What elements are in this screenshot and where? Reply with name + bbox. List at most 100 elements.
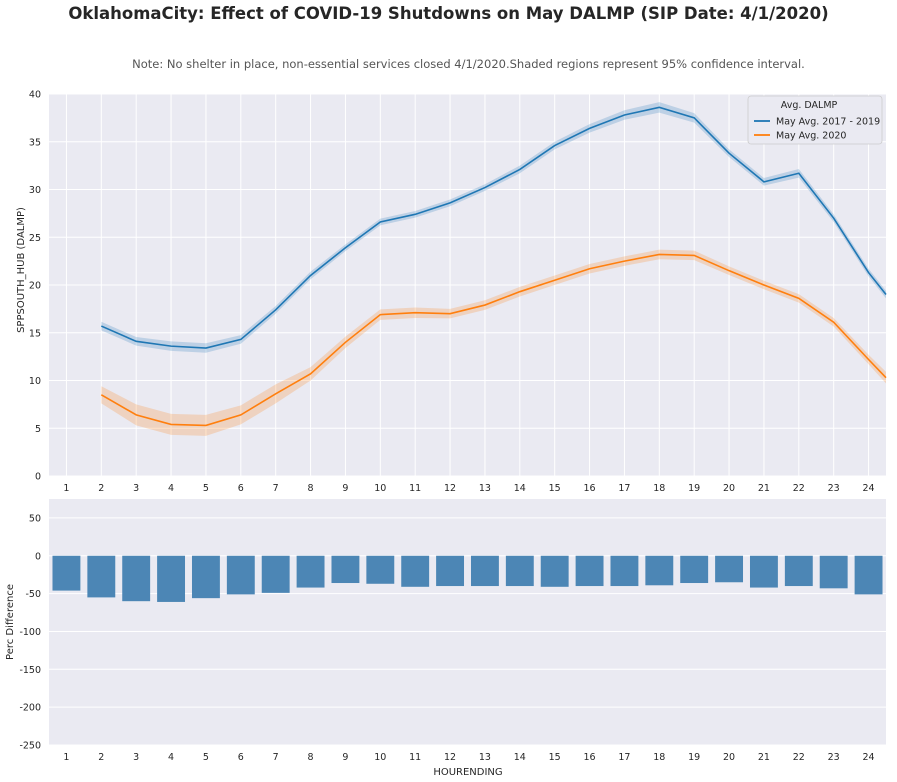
bottom-y-tick-label: -100 (19, 627, 41, 638)
top-y-tick-label: 20 (29, 281, 41, 292)
bottom-x-tick-label: 16 (584, 752, 596, 763)
bottom-x-tick-label: 7 (273, 752, 279, 763)
top-y-tick-label: 5 (35, 424, 41, 435)
bar (331, 555, 360, 584)
bottom-x-tick-label: 13 (479, 752, 491, 763)
top-y-tick-label: 30 (29, 185, 41, 196)
bar (749, 555, 778, 588)
top-y-tick-label: 0 (35, 472, 41, 483)
bottom-x-tick-label: 17 (618, 752, 630, 763)
bottom-x-tick-label: 20 (723, 752, 735, 763)
legend-title: Avg. DALMP (781, 100, 838, 111)
bottom-y-tick-label: -200 (19, 703, 41, 714)
bottom-x-tick-label: 8 (308, 752, 314, 763)
top-x-tick-label: 22 (793, 483, 805, 494)
bottom-x-axis-label: HOURENDING (433, 767, 502, 778)
top-y-tick-label: 10 (29, 376, 41, 387)
top-x-tick-label: 11 (409, 483, 421, 494)
bottom-y-axis-label: Perc Difference (5, 584, 16, 660)
bottom-x-tick-label: 6 (238, 752, 244, 763)
chart-title: OklahomaCity: Effect of COVID-19 Shutdow… (68, 4, 829, 23)
bar (819, 555, 848, 589)
bar (261, 555, 290, 593)
bottom-plot-background (49, 499, 886, 745)
bottom-x-tick-label: 19 (688, 752, 700, 763)
bar (470, 555, 499, 587)
bar (296, 555, 325, 588)
top-x-tick-label: 1 (63, 483, 69, 494)
top-x-tick-label: 12 (444, 483, 456, 494)
bottom-x-tick-label: 9 (342, 752, 348, 763)
bar (191, 555, 220, 599)
top-x-tick-label: 19 (688, 483, 700, 494)
legend-entry: May Avg. 2017 - 2019 (776, 117, 880, 128)
bar (540, 555, 569, 587)
bar (226, 555, 255, 595)
bottom-x-tick-label: 2 (98, 752, 104, 763)
bottom-x-tick-label: 15 (549, 752, 561, 763)
bar (366, 555, 395, 584)
bar (854, 555, 883, 595)
top-y-tick-label: 40 (29, 90, 41, 101)
top-x-tick-label: 4 (168, 483, 174, 494)
bottom-x-tick-label: 3 (133, 752, 139, 763)
top-x-tick-label: 8 (308, 483, 314, 494)
top-x-tick-label: 15 (549, 483, 561, 494)
bar (505, 555, 534, 587)
bottom-x-tick-label: 1 (63, 752, 69, 763)
bottom-x-tick-label: 11 (409, 752, 421, 763)
top-x-tick-label: 6 (238, 483, 244, 494)
bar (610, 555, 639, 587)
top-x-tick-label: 21 (758, 483, 770, 494)
top-x-tick-label: 18 (653, 483, 665, 494)
legend-entry: May Avg. 2020 (776, 131, 846, 142)
top-x-tick-label: 7 (273, 483, 279, 494)
top-x-tick-label: 14 (514, 483, 526, 494)
bottom-x-tick-label: 18 (653, 752, 665, 763)
legend-box (747, 95, 883, 145)
bottom-y-tick-label: 50 (29, 513, 41, 524)
top-x-tick-label: 10 (374, 483, 386, 494)
series-line-2017-2019 (100, 106, 887, 349)
confidence-band-2020 (101, 249, 886, 436)
series-line-2020 (100, 253, 887, 427)
chart-subtitle: Note: No shelter in place, non-essential… (132, 57, 805, 71)
top-x-tick-label: 17 (618, 483, 630, 494)
bottom-x-tick-label: 14 (514, 752, 526, 763)
bar (715, 555, 744, 583)
top-x-tick-label: 5 (203, 483, 209, 494)
bar (575, 555, 604, 587)
top-x-tick-label: 16 (584, 483, 596, 494)
bottom-x-tick-label: 22 (793, 752, 805, 763)
bar (645, 555, 674, 586)
bottom-y-tick-label: -250 (19, 741, 41, 752)
bottom-y-tick-label: -50 (25, 589, 41, 600)
top-x-tick-label: 9 (342, 483, 348, 494)
bottom-x-tick-label: 12 (444, 752, 456, 763)
bottom-y-tick-label: -150 (19, 665, 41, 676)
top-y-tick-label: 25 (29, 233, 41, 244)
top-x-tick-label: 13 (479, 483, 491, 494)
bottom-x-tick-label: 10 (374, 752, 386, 763)
top-x-tick-label: 3 (133, 483, 139, 494)
bottom-x-tick-label: 5 (203, 752, 209, 763)
confidence-band-2017-2019 (101, 102, 886, 353)
bottom-y-tick-label: 0 (35, 551, 41, 562)
bottom-x-tick-label: 24 (863, 752, 875, 763)
top-x-tick-label: 23 (828, 483, 840, 494)
top-x-tick-label: 20 (723, 483, 735, 494)
bar (401, 555, 430, 587)
bottom-x-tick-label: 23 (828, 752, 840, 763)
bar (52, 555, 81, 591)
bar (87, 555, 116, 598)
bar (784, 555, 813, 587)
bottom-x-tick-label: 21 (758, 752, 770, 763)
top-y-axis-label: SPPSOUTH_HUB (DALMP) (16, 207, 27, 333)
top-y-tick-label: 15 (29, 328, 41, 339)
bar (122, 555, 151, 602)
top-x-tick-label: 24 (863, 483, 875, 494)
bottom-x-tick-label: 4 (168, 752, 174, 763)
